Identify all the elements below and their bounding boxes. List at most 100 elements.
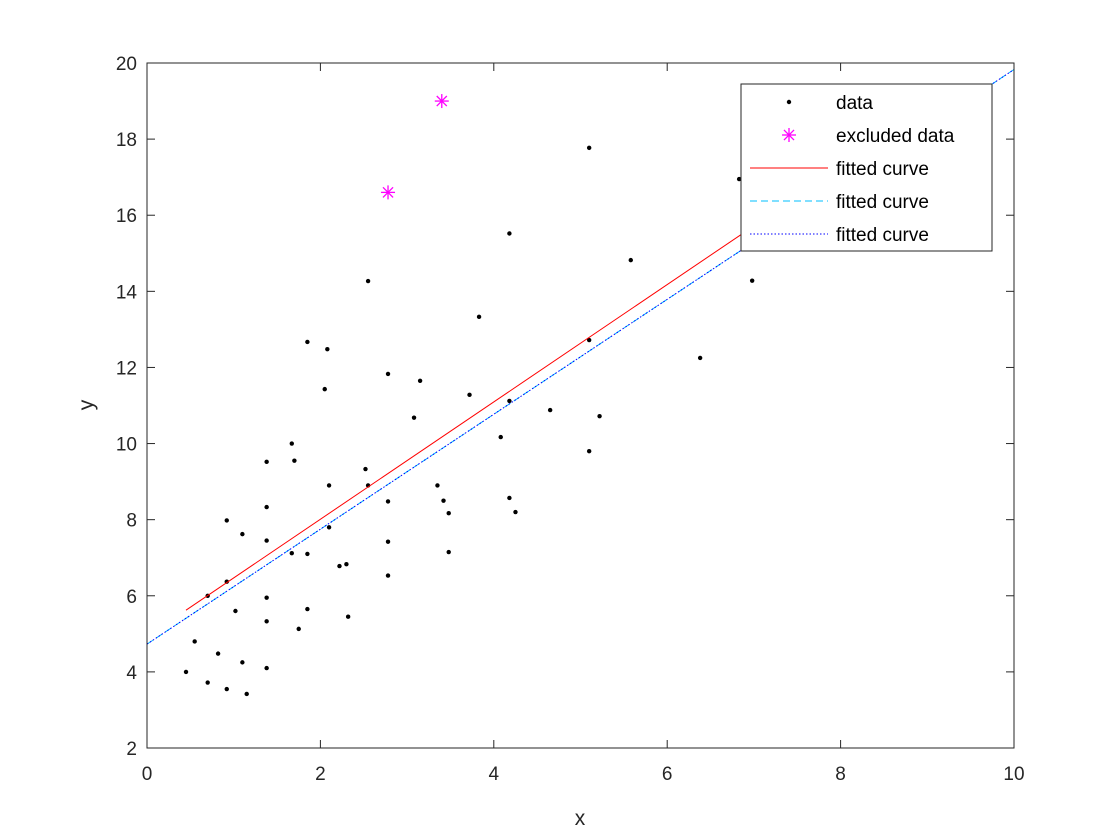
data-point-41 bbox=[435, 483, 440, 488]
data-point-50 bbox=[507, 495, 512, 501]
data-point-0 bbox=[183, 669, 189, 675]
data-point-42 bbox=[441, 498, 446, 503]
x-tick-label-1: 2 bbox=[315, 764, 326, 785]
data-point-13 bbox=[264, 504, 269, 510]
legend-entry-1: excluded data bbox=[782, 126, 955, 147]
fitted-curve-line-3 bbox=[147, 69, 1014, 645]
data-point-33 bbox=[365, 278, 371, 284]
data-point-35 bbox=[385, 371, 391, 377]
data-point-44 bbox=[446, 549, 451, 555]
data-point-56 bbox=[597, 413, 602, 419]
legend-label-3: fitted curve bbox=[836, 192, 929, 213]
data-point-16 bbox=[264, 619, 269, 624]
legend-swatch-asterisk-1 bbox=[782, 128, 796, 142]
legend-entry-0: data bbox=[786, 93, 873, 114]
legend-swatch-asterisk-1-stroke-d2 bbox=[783, 129, 795, 141]
excluded-data-point-0-stroke-d2 bbox=[382, 186, 394, 198]
data-point-39 bbox=[411, 415, 417, 420]
data-point-32 bbox=[363, 466, 368, 472]
data-point-47 bbox=[498, 434, 503, 440]
y-tick-label-0: 2 bbox=[126, 739, 137, 760]
data-point-31 bbox=[345, 614, 351, 619]
data-point-19 bbox=[289, 550, 294, 556]
legend-label-2: fitted curve bbox=[836, 159, 929, 180]
data-point-24 bbox=[305, 606, 310, 612]
y-tick-label-9: 20 bbox=[116, 54, 137, 75]
data-point-51 bbox=[513, 509, 518, 515]
data-point-2 bbox=[205, 680, 210, 685]
fitted-curve-line-2 bbox=[185, 225, 755, 611]
axes-box bbox=[146, 62, 1015, 749]
data-point-1 bbox=[192, 639, 197, 644]
data-point-27 bbox=[326, 483, 332, 488]
data-point-18 bbox=[289, 441, 294, 446]
legend-label-1: excluded data bbox=[836, 126, 955, 147]
y-tick-label-6: 14 bbox=[116, 282, 138, 303]
series-1 bbox=[381, 94, 449, 200]
data-point-57 bbox=[628, 257, 633, 263]
data-point-30 bbox=[344, 561, 349, 567]
data-point-60 bbox=[749, 278, 755, 283]
data-point-8 bbox=[233, 608, 238, 614]
data-point-58 bbox=[697, 355, 703, 361]
data-point-10 bbox=[240, 660, 245, 665]
data-point-37 bbox=[385, 539, 391, 544]
y-tick-label-4: 10 bbox=[116, 435, 137, 456]
data-point-36 bbox=[385, 499, 391, 504]
data-point-23 bbox=[305, 551, 310, 557]
data-point-49 bbox=[507, 398, 512, 404]
y-tick-label-5: 12 bbox=[116, 358, 137, 379]
data-point-12 bbox=[264, 459, 269, 465]
data-point-14 bbox=[264, 538, 269, 543]
legend-entry-3: fitted curve bbox=[750, 192, 929, 213]
x-tick-label-2: 4 bbox=[489, 764, 500, 785]
data-point-38 bbox=[385, 573, 391, 578]
data-point-5 bbox=[224, 518, 229, 523]
series-layer bbox=[147, 69, 1014, 697]
data-point-20 bbox=[292, 458, 297, 463]
x-tick-label-4: 8 bbox=[835, 764, 846, 785]
legend-label-4: fitted curve bbox=[836, 225, 929, 246]
data-point-17 bbox=[264, 665, 269, 671]
data-point-53 bbox=[586, 145, 592, 151]
x-tick-label-3: 6 bbox=[662, 764, 673, 785]
y-tick-label-2: 6 bbox=[126, 587, 137, 608]
legend-items: data excluded data fitted curve fitted curv… bbox=[750, 93, 955, 246]
x-tick-label-5: 10 bbox=[1003, 764, 1024, 785]
data-point-21 bbox=[296, 626, 301, 632]
legend-label-0: data bbox=[836, 93, 873, 114]
data-point-40 bbox=[417, 378, 423, 383]
data-point-48 bbox=[507, 231, 512, 236]
data-point-46 bbox=[476, 314, 482, 320]
series-2 bbox=[185, 225, 755, 611]
data-point-55 bbox=[586, 448, 592, 454]
series-3 bbox=[147, 69, 1014, 645]
legend-entry-2: fitted curve bbox=[750, 159, 929, 180]
data-point-9 bbox=[240, 531, 245, 537]
excluded-data-point-0 bbox=[381, 185, 396, 200]
data-point-28 bbox=[326, 525, 332, 530]
data-point-43 bbox=[446, 510, 451, 516]
data-point-25 bbox=[322, 386, 327, 392]
x-tick-label-0: 0 bbox=[142, 764, 153, 785]
data-point-7 bbox=[224, 686, 229, 692]
y-axis-label: y bbox=[75, 399, 98, 410]
data-point-59 bbox=[736, 176, 742, 182]
data-point-11 bbox=[244, 691, 249, 697]
y-tick-label-3: 8 bbox=[126, 511, 137, 532]
data-point-26 bbox=[325, 346, 330, 352]
data-point-45 bbox=[467, 392, 472, 398]
data-point-29 bbox=[337, 563, 342, 569]
legend-swatch-dot-0 bbox=[786, 99, 792, 105]
legend-entry-4: fitted curve bbox=[750, 225, 929, 246]
excluded-data-point-1 bbox=[434, 94, 449, 109]
data-point-4 bbox=[215, 651, 221, 656]
x-axis-label: x bbox=[575, 807, 586, 830]
data-point-52 bbox=[547, 407, 553, 413]
y-tick-label-1: 4 bbox=[126, 663, 137, 684]
y-tick-label-8: 18 bbox=[116, 130, 137, 151]
y-tick-label-7: 16 bbox=[116, 206, 137, 227]
data-point-54 bbox=[586, 337, 592, 343]
data-point-15 bbox=[264, 595, 269, 600]
